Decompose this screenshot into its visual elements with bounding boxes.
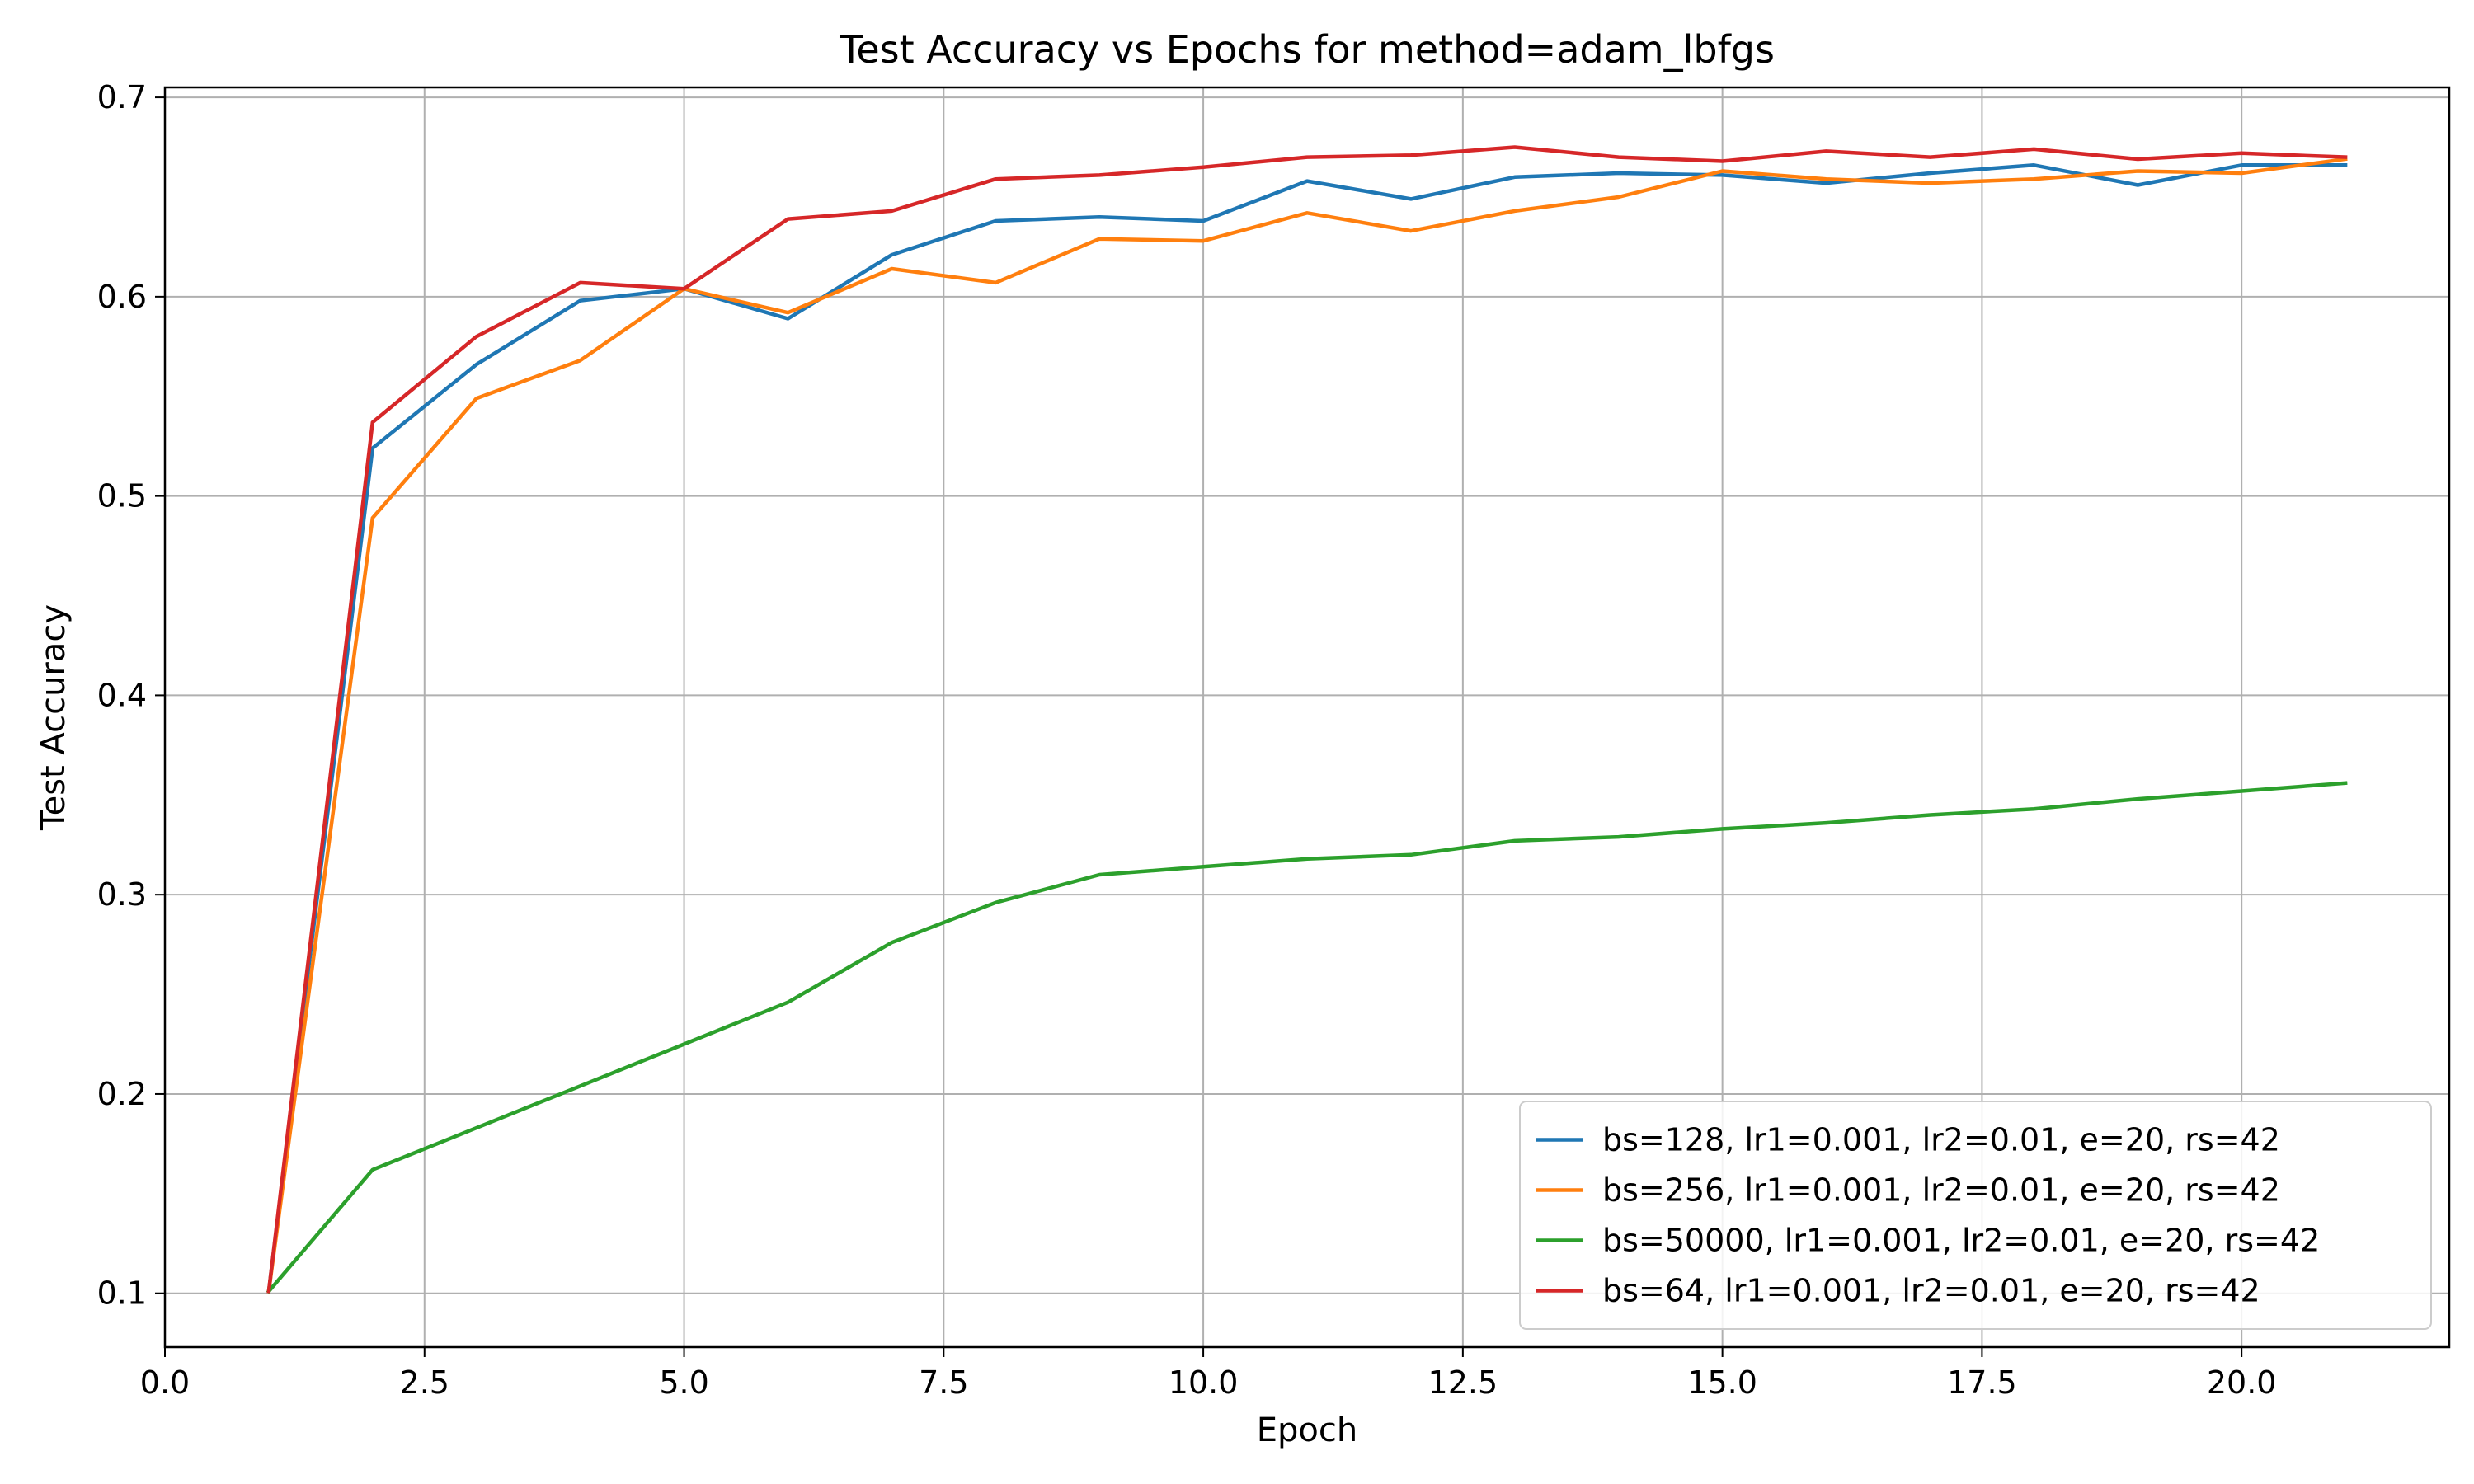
- x-tick-label: 20.0: [2207, 1364, 2277, 1401]
- y-axis-label: Test Accuracy: [35, 604, 73, 831]
- series-line-1: [266, 163, 2348, 1294]
- y-tick-label: 0.6: [97, 279, 147, 315]
- legend-label-4: bs=64, lr1=0.001, lr2=0.01, e=20, rs=42: [1602, 1273, 2260, 1309]
- x-tick-label: 12.5: [1428, 1364, 1498, 1401]
- x-tick-label: 15.0: [1687, 1364, 1757, 1401]
- series-line-3: [266, 781, 2348, 1294]
- y-tick-label: 0.2: [97, 1076, 147, 1112]
- legend-label-3: bs=50000, lr1=0.001, lr2=0.01, e=20, rs=…: [1602, 1223, 2320, 1259]
- y-tick-label: 0.4: [97, 677, 147, 713]
- x-tick-label: 7.5: [919, 1364, 968, 1401]
- y-tick-label: 0.5: [97, 478, 147, 514]
- series-lines: [266, 145, 2348, 1294]
- plot-frame: [163, 86, 2451, 1349]
- x-tick-label: 2.5: [400, 1364, 449, 1401]
- x-axis-label: Epoch: [1257, 1411, 1357, 1449]
- y-tick-label: 0.3: [97, 876, 147, 913]
- series-line-4: [266, 145, 2348, 1294]
- legend-box: [1519, 1101, 2432, 1330]
- x-tick-label: 0.0: [140, 1364, 190, 1401]
- legend-label-2: bs=256, lr1=0.001, lr2=0.01, e=20, rs=42: [1602, 1172, 2280, 1209]
- legend-label-1: bs=128, lr1=0.001, lr2=0.01, e=20, rs=42: [1602, 1122, 2280, 1158]
- x-tick-label: 10.0: [1169, 1364, 1239, 1401]
- x-tick-label: 17.5: [1947, 1364, 2017, 1401]
- series-line-2: [266, 157, 2348, 1294]
- axis-ticks: 0.0 2.5 5.0 7.5 10.0 12.5 15.0 17.5 20.0 0.1 0.2 0.…: [97, 79, 2277, 1401]
- x-tick-label: 5.0: [659, 1364, 708, 1401]
- y-tick-label: 0.7: [97, 79, 147, 115]
- chart-title: Test Accuracy vs Epochs for method=adam_…: [839, 27, 1775, 72]
- y-tick-label: 0.1: [97, 1275, 147, 1312]
- legend: bs=128, lr1=0.001, lr2=0.01, e=20, rs=42…: [1519, 1101, 2432, 1330]
